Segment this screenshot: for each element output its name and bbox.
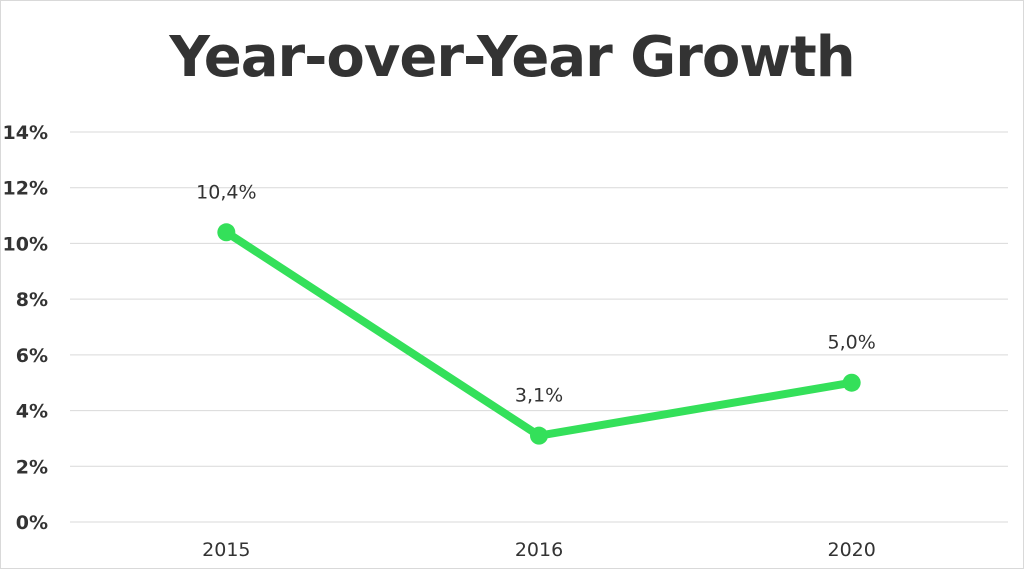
y-tick-label: 12% [3,178,48,200]
x-axis-ticks: 2015 2016 2020 [202,539,876,561]
x-tick-label: 2015 [202,539,250,561]
data-label: 10,4% [196,181,256,203]
chart-title: Year-over-Year Growth [169,25,855,90]
data-point [530,426,548,445]
y-tick-label: 4% [16,401,48,423]
data-label: 3,1% [515,385,563,407]
x-tick-label: 2020 [827,539,875,561]
data-point [842,373,861,392]
gridlines [70,131,1008,523]
y-tick-label: 8% [16,289,48,311]
y-tick-label: 10% [3,233,48,255]
y-tick-label: 0% [16,512,48,534]
y-axis-ticks: 0% 2% 4% 6% 8% 10% 12% 14% [3,122,48,534]
data-label: 5,0% [828,332,876,354]
y-tick-label: 6% [16,345,48,367]
series-points [217,223,861,445]
data-labels: 10,4% 3,1% 5,0% [196,181,876,406]
y-tick-label: 14% [3,122,48,144]
x-tick-label: 2016 [515,539,563,561]
y-tick-label: 2% [16,456,48,478]
data-point [217,223,236,242]
